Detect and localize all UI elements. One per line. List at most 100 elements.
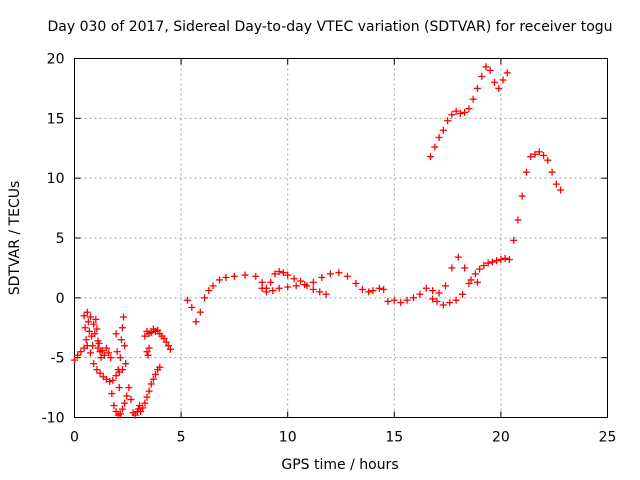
data-point: [230, 272, 238, 280]
x-tick-label: 0: [70, 430, 79, 446]
data-point: [93, 325, 101, 333]
data-point: [279, 269, 287, 277]
data-point: [284, 271, 292, 279]
data-point: [269, 287, 277, 295]
data-point: [375, 284, 383, 292]
data-point: [309, 285, 317, 293]
data-point: [116, 354, 124, 362]
data-point: [403, 296, 411, 304]
data-point: [301, 281, 309, 289]
data-point: [149, 375, 157, 383]
data-point: [397, 299, 405, 307]
data-point: [80, 312, 88, 320]
data-point: [118, 324, 126, 332]
data-point: [465, 105, 473, 113]
data-point: [209, 282, 217, 290]
data-point: [448, 111, 456, 119]
data-point: [461, 108, 469, 116]
data-point: [96, 369, 104, 377]
data-point: [446, 299, 454, 307]
data-point: [258, 278, 266, 286]
data-point: [115, 384, 123, 392]
data-point: [93, 366, 101, 374]
data-point: [365, 288, 373, 296]
data-point: [531, 150, 539, 158]
data-point: [429, 287, 437, 295]
data-point: [252, 272, 260, 280]
x-tick-label: 10: [279, 430, 297, 446]
data-point: [81, 324, 89, 332]
y-tick-label: 10: [47, 171, 65, 187]
data-point: [335, 269, 343, 277]
data-point: [139, 404, 147, 412]
data-point: [505, 256, 513, 264]
y-tick-label: 0: [56, 291, 65, 307]
data-point: [482, 63, 490, 71]
data-point: [106, 378, 114, 386]
data-point: [147, 329, 155, 337]
data-point: [109, 376, 117, 384]
data-point: [380, 285, 388, 293]
data-point: [77, 348, 85, 356]
data-point: [429, 295, 437, 303]
data-point: [141, 332, 149, 340]
data-point: [316, 288, 324, 296]
data-point: [439, 126, 447, 134]
data-point: [456, 110, 464, 118]
data-point: [296, 277, 304, 285]
data-point: [112, 408, 120, 416]
data-point: [358, 285, 366, 293]
data-point: [390, 296, 398, 304]
data-point: [510, 236, 518, 244]
data-point: [473, 84, 481, 92]
data-point: [152, 370, 160, 378]
data-point: [82, 336, 90, 344]
data-point: [488, 258, 496, 266]
data-point: [105, 349, 113, 357]
data-point: [196, 308, 204, 316]
data-point: [514, 216, 522, 224]
data-point: [503, 69, 511, 77]
data-point: [141, 399, 149, 407]
data-point: [495, 84, 503, 92]
data-point: [143, 348, 151, 356]
x-tick-label: 15: [385, 430, 403, 446]
data-point: [160, 335, 168, 343]
data-point: [409, 294, 417, 302]
data-point: [116, 410, 124, 418]
x-tick-label: 5: [177, 430, 186, 446]
data-point: [352, 279, 360, 287]
data-point: [290, 275, 298, 283]
data-point: [91, 330, 99, 338]
data-point: [94, 344, 102, 352]
data-point: [123, 392, 131, 400]
data-point: [448, 264, 456, 272]
grid: [74, 58, 608, 418]
data-point: [145, 344, 153, 352]
data-point: [89, 342, 97, 350]
data-point: [552, 180, 560, 188]
data-point: [439, 301, 447, 309]
data-point: [85, 327, 93, 335]
data-point: [125, 384, 133, 392]
data-point: [156, 363, 164, 371]
data-point: [90, 320, 98, 328]
data-point: [122, 360, 130, 368]
x-tick-label: 20: [492, 430, 510, 446]
chart-title: Day 030 of 2017, Sidereal Day-to-day VTE…: [47, 19, 612, 35]
data-point: [309, 278, 317, 286]
data-point: [127, 396, 135, 404]
data-point: [164, 342, 172, 350]
data-point: [117, 336, 125, 344]
data-point: [131, 411, 139, 419]
data-point: [188, 303, 196, 311]
data-point: [486, 66, 494, 74]
data-point: [110, 402, 118, 410]
data-point: [527, 153, 535, 161]
data-point: [100, 351, 108, 359]
data-point: [471, 270, 479, 278]
data-point: [461, 264, 469, 272]
y-tick-label: 5: [56, 231, 65, 247]
data-point: [154, 326, 162, 334]
data-point: [480, 262, 488, 270]
